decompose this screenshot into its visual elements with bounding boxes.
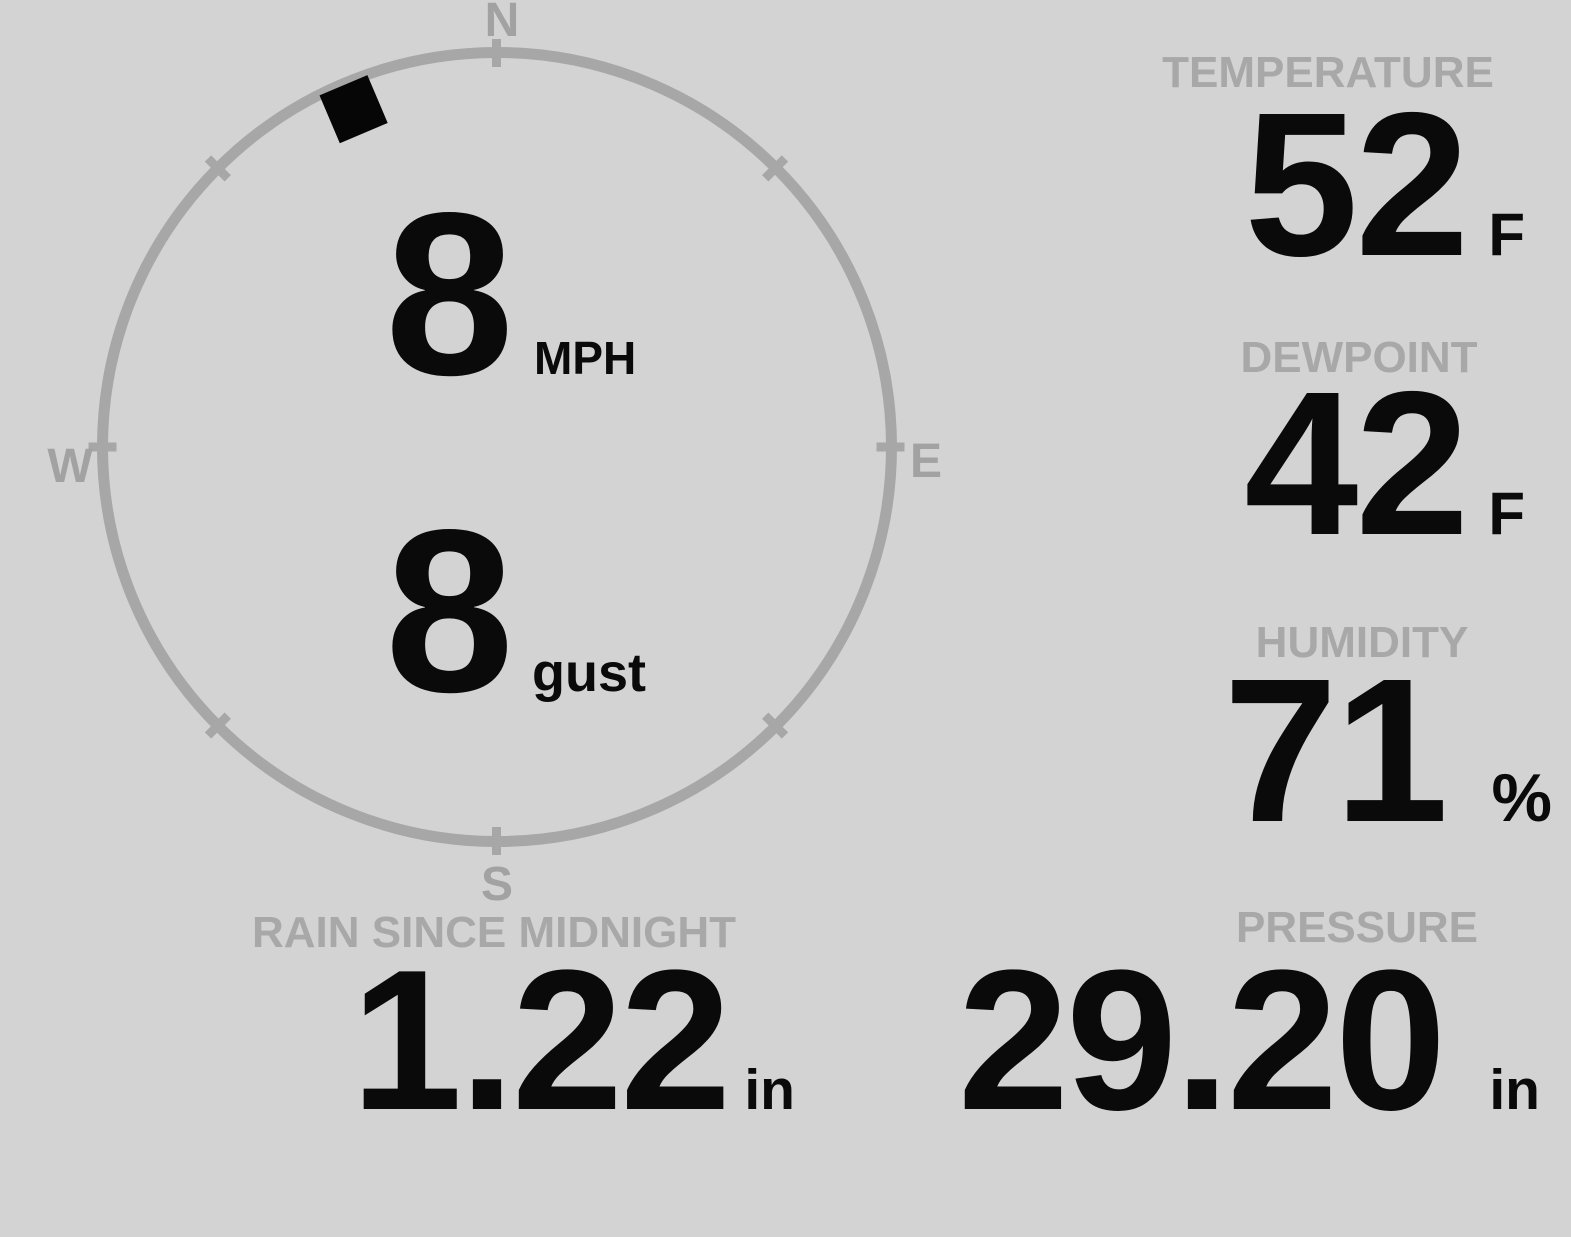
- pressure-label: PRESSURE: [1235, 903, 1479, 952]
- wind-gust: 8 gust: [385, 496, 646, 728]
- humidity-value: 71: [1223, 636, 1449, 865]
- temperature-readout: 52 F: [1244, 82, 1525, 287]
- wind-gust-unit: gust: [532, 643, 647, 703]
- dewpoint-readout: 42 F: [1244, 361, 1525, 566]
- humidity-unit: %: [1491, 760, 1552, 836]
- compass-label-east: E: [909, 435, 943, 488]
- compass-tick-e: [876, 442, 905, 452]
- temperature-unit: F: [1488, 201, 1525, 268]
- temperature-value: 52: [1244, 70, 1469, 299]
- wind-speed-value: 8: [385, 165, 514, 424]
- wind-gust-value: 8: [385, 482, 514, 741]
- humidity-label: HUMIDITY: [1255, 618, 1469, 667]
- dewpoint-value: 42: [1244, 349, 1469, 578]
- humidity-readout: 71 %: [1224, 648, 1553, 853]
- pressure-value: 29.20: [957, 929, 1446, 1152]
- rain-readout: 1.22 in: [351, 941, 795, 1141]
- compass-label-north: N: [484, 0, 520, 47]
- rain-label: RAIN SINCE MIDNIGHT: [252, 908, 736, 957]
- compass-label-south: S: [480, 858, 514, 911]
- dewpoint-unit: F: [1488, 480, 1525, 547]
- dewpoint-label: DEWPOINT: [1240, 333, 1478, 382]
- temperature-label: TEMPERATURE: [1162, 48, 1494, 97]
- compass-label-west: W: [47, 440, 93, 493]
- wind-speed: 8 MPH: [385, 179, 636, 411]
- compass-tick-s: [492, 827, 501, 855]
- pressure-unit: in: [1489, 1058, 1540, 1122]
- pressure-readout: 29.20 in: [958, 941, 1540, 1141]
- rain-unit: in: [744, 1058, 795, 1122]
- compass-tick-w: [88, 442, 117, 452]
- rain-value: 1.22: [351, 929, 731, 1152]
- wind-speed-unit: MPH: [534, 332, 637, 384]
- compass-tick-n: [492, 39, 501, 67]
